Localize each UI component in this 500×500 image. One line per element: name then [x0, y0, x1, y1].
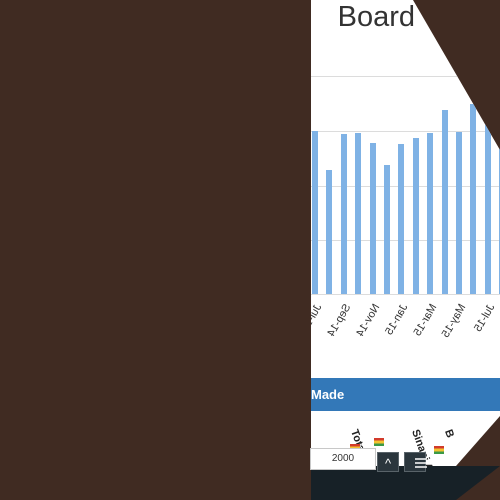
chart-bar-dec-14 [384, 164, 390, 294]
chart-tick-label: Sep-14 [325, 302, 354, 339]
menu-button[interactable] [404, 452, 427, 472]
table-column-header: B [442, 427, 456, 440]
dark-left-panel [0, 0, 311, 500]
chart-tick-label: Nov-14 [353, 302, 383, 339]
chart-bar-apr-15 [441, 110, 448, 294]
chart-bar-jul-14 [312, 131, 318, 294]
chart-bar-feb-15 [412, 138, 419, 294]
page-title: Board [337, 1, 415, 33]
chart-bar-sep-14 [340, 134, 347, 294]
section-header-title: Made [311, 387, 345, 402]
chart-bar-aug-14 [326, 170, 333, 294]
chart-bar-oct-14 [355, 132, 362, 294]
chart-bar-nov-14 [369, 142, 376, 294]
section-header: Made [311, 378, 500, 411]
chart-tick-label: Jan-15 [383, 302, 411, 338]
chart-bar-mar-15 [427, 132, 434, 294]
chart-tick-label: Mar-15 [411, 302, 440, 339]
chart-bar-jun-15 [470, 103, 477, 294]
chart-bar-may-15 [456, 131, 462, 294]
scroll-up-button[interactable]: ^ [377, 452, 399, 472]
chart-tick-label: Jul-14 [311, 302, 325, 334]
chart-gridline [311, 294, 500, 295]
menu-icon [415, 458, 427, 468]
page-size-input[interactable] [310, 448, 376, 470]
flag-icon [374, 438, 384, 446]
chart-tick-label: Jul-15 [471, 302, 498, 334]
chart-bar-jan-15 [398, 144, 405, 294]
chart-tick-label: May-15 [439, 302, 469, 340]
flag-icon [434, 446, 444, 454]
